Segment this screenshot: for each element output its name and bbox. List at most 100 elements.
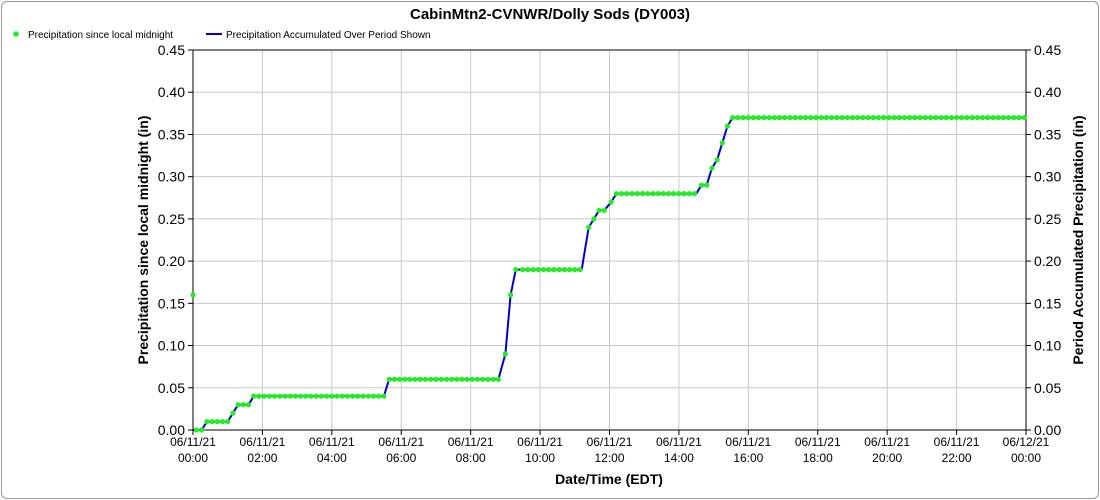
data-point xyxy=(334,393,340,399)
data-point xyxy=(797,115,804,121)
grid-layer xyxy=(192,49,1027,431)
data-point xyxy=(740,115,746,121)
data-point xyxy=(928,115,934,121)
data-point xyxy=(266,393,272,399)
data-point xyxy=(686,191,692,197)
data-point xyxy=(443,376,449,382)
legend-label-line: Precipitation Accumulated Over Period Sh… xyxy=(226,30,431,41)
x-tick-label-date: 06/11/21 xyxy=(795,435,841,449)
data-point xyxy=(933,115,939,121)
data-point xyxy=(681,191,687,197)
data-point xyxy=(803,115,809,121)
x-tick-label-time: 10:00 xyxy=(525,451,555,465)
data-point xyxy=(818,115,824,121)
data-point xyxy=(475,376,481,382)
legend: Precipitation since local midnight Preci… xyxy=(13,30,431,41)
data-point xyxy=(886,115,892,121)
x-tick-label-date: 06/11/21 xyxy=(170,435,216,449)
data-point xyxy=(287,393,293,399)
y-tick-label-right: 0.00 xyxy=(1034,422,1061,438)
data-point xyxy=(214,419,220,425)
data-point xyxy=(995,115,1001,121)
y-axis-left-ticks: 0.00 0.05 0.10 0.15 0.20 0.25 0.30 0.35 0.40 0.45 xyxy=(158,42,193,438)
data-point xyxy=(344,393,351,399)
data-point xyxy=(513,267,519,273)
data-point xyxy=(240,402,246,408)
data-point xyxy=(601,207,607,213)
data-point xyxy=(230,410,236,416)
data-point xyxy=(190,292,196,298)
data-point xyxy=(1021,115,1027,121)
data-point xyxy=(219,419,226,425)
data-point xyxy=(381,393,387,399)
series-points-layer xyxy=(190,115,1027,433)
data-point xyxy=(917,115,923,121)
data-point xyxy=(766,115,772,121)
data-point xyxy=(520,267,526,273)
data-point xyxy=(1016,115,1022,121)
data-point xyxy=(256,393,262,399)
data-point xyxy=(209,419,215,425)
data-point xyxy=(834,115,840,121)
data-point xyxy=(591,216,597,222)
data-point xyxy=(546,267,552,273)
data-point xyxy=(551,267,557,273)
data-point xyxy=(449,376,455,382)
data-point xyxy=(350,393,356,399)
data-point xyxy=(634,191,640,197)
data-point xyxy=(901,115,908,121)
data-point xyxy=(277,393,283,399)
y-tick-label-right: 0.40 xyxy=(1034,84,1061,100)
x-tick-label-time: 06:00 xyxy=(386,451,416,465)
data-point xyxy=(823,115,830,121)
data-point xyxy=(849,115,856,121)
data-point xyxy=(655,191,661,197)
data-point xyxy=(561,267,568,273)
data-point xyxy=(303,393,309,399)
data-point xyxy=(193,427,200,433)
y-axis-left-label: Precipitation since local midnight (in) xyxy=(135,116,151,365)
y-tick-label-right: 0.35 xyxy=(1034,126,1061,142)
data-point xyxy=(922,115,928,121)
data-point xyxy=(813,115,819,121)
data-point xyxy=(417,376,423,382)
legend-marker-scatter xyxy=(13,31,19,37)
data-point xyxy=(990,115,996,121)
data-point xyxy=(396,376,403,382)
data-point xyxy=(938,115,944,121)
y-tick-label-left: 0.00 xyxy=(158,422,185,438)
data-point xyxy=(959,115,965,121)
y-tick-label-left: 0.10 xyxy=(158,338,185,354)
data-point xyxy=(391,376,397,382)
x-tick-label-date: 06/11/21 xyxy=(656,435,702,449)
data-point xyxy=(298,393,304,399)
data-point xyxy=(750,115,757,121)
data-point xyxy=(586,224,592,230)
data-point xyxy=(698,182,705,188)
x-tick-label-time: 16:00 xyxy=(733,451,763,465)
data-point xyxy=(502,351,508,357)
y-tick-label-right: 0.25 xyxy=(1034,211,1061,227)
x-tick-label-time: 14:00 xyxy=(664,451,694,465)
data-point xyxy=(745,115,751,121)
data-point xyxy=(370,393,377,399)
data-point xyxy=(844,115,850,121)
data-point xyxy=(787,115,793,121)
data-point xyxy=(577,267,583,273)
data-point xyxy=(639,191,646,197)
data-point xyxy=(422,376,429,382)
x-tick-label-time: 02:00 xyxy=(247,451,277,465)
data-point xyxy=(454,376,460,382)
data-point xyxy=(730,115,736,121)
x-tick-label-time: 00:00 xyxy=(178,451,208,465)
data-point xyxy=(251,393,257,399)
data-point xyxy=(735,115,741,121)
data-point xyxy=(855,115,861,121)
y-tick-label-left: 0.40 xyxy=(158,84,185,100)
y-tick-label-right: 0.20 xyxy=(1034,253,1061,269)
data-point xyxy=(839,115,845,121)
data-point xyxy=(870,115,876,121)
x-tick-label-time: 22:00 xyxy=(942,451,972,465)
data-point xyxy=(719,140,725,146)
data-point xyxy=(433,376,439,382)
